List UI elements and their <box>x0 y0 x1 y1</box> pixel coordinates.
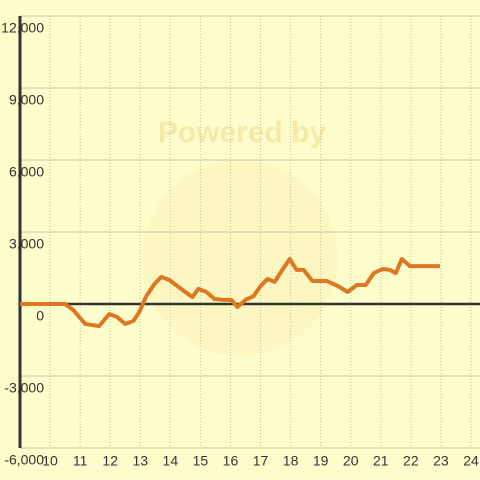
x-tick-label: 21 <box>373 453 389 469</box>
x-tick-label: 17 <box>253 453 269 469</box>
x-tick-label: 22 <box>403 453 419 469</box>
x-tick-label: 23 <box>433 453 449 469</box>
x-tick-label: 15 <box>193 453 209 469</box>
y-tick-label: 12,000 <box>1 20 44 36</box>
x-tick-label: 10 <box>42 453 58 469</box>
x-tick-label: 14 <box>163 453 179 469</box>
watermark-logo <box>142 160 338 356</box>
y-tick-label: 3,000 <box>9 236 44 252</box>
y-tick-label: -3,000 <box>4 380 44 396</box>
x-tick-label: 19 <box>313 453 329 469</box>
x-tick-label: 20 <box>343 453 359 469</box>
x-tick-label: 13 <box>132 453 148 469</box>
watermark: Powered by <box>158 116 327 149</box>
x-tick-label: 12 <box>102 453 118 469</box>
y-tick-label: 9,000 <box>9 92 44 108</box>
y-tick-label: 6,000 <box>9 164 44 180</box>
y-tick-label: -6,000 <box>4 452 44 468</box>
x-tick-label: 18 <box>283 453 299 469</box>
data-line <box>20 257 441 329</box>
x-tick-label: 11 <box>73 453 88 469</box>
x-tick-label: 24 <box>463 453 479 469</box>
y-tick-label: 0 <box>36 308 44 324</box>
x-tick-label: 16 <box>223 453 239 469</box>
